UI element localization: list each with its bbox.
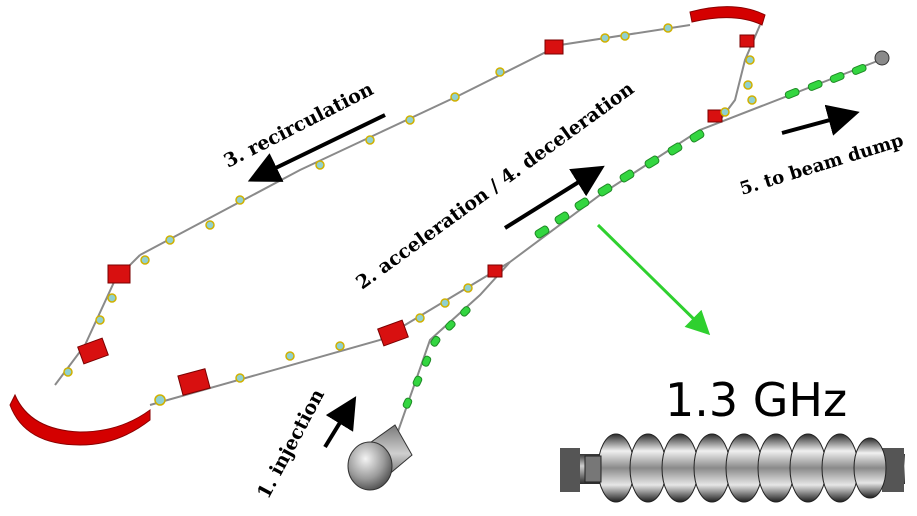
beam-dump-icon (874, 50, 890, 66)
bend-dipole-left (9, 393, 151, 446)
label-frequency: 1.3 GHz (665, 373, 847, 427)
superconducting-cavity-icon (560, 433, 905, 503)
cavity-pointer (596, 223, 711, 336)
magnet (487, 264, 503, 278)
magnet (707, 109, 723, 123)
magnets (77, 34, 755, 396)
label-dump: 5. to beam dump (737, 130, 906, 200)
label-injection: 1. injection (253, 385, 329, 502)
magnet (107, 264, 131, 284)
quadrupoles (63, 23, 757, 406)
label-acceleration: 2. acceleration / 4. deceleration (352, 78, 638, 294)
magnet (544, 39, 564, 55)
srf-cavities (402, 64, 867, 409)
magnet (177, 368, 211, 396)
injection-arrow (323, 396, 357, 449)
dump-arrow (781, 104, 860, 136)
bend-dipole-top (689, 6, 766, 26)
magnet (739, 34, 755, 48)
acceleration-arrow (503, 165, 605, 230)
magnet (377, 319, 409, 347)
magnet (77, 337, 109, 365)
electron-gun-icon (347, 424, 413, 491)
recirculation-arrow (247, 113, 386, 182)
